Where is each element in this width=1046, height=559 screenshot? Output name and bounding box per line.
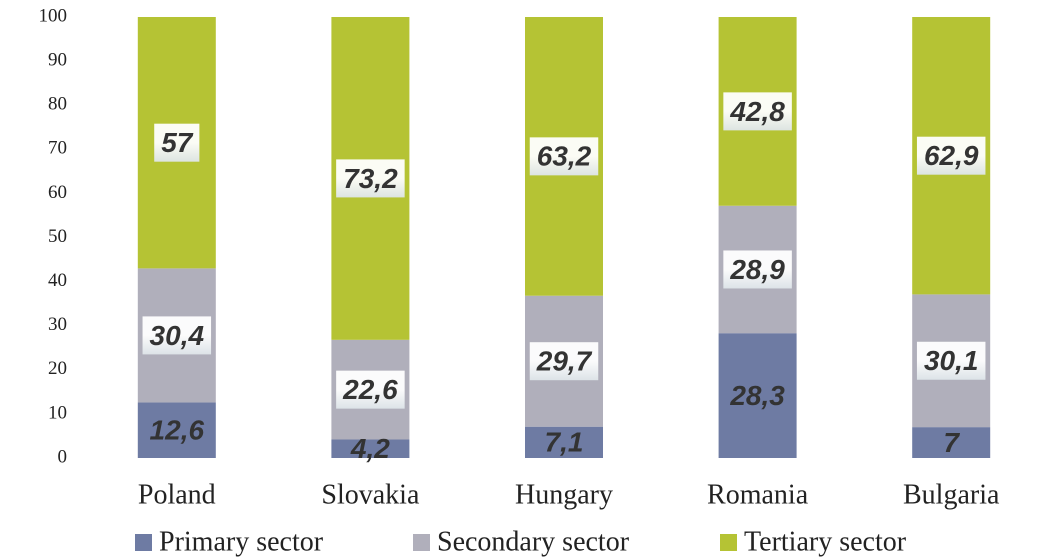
y-tick-label: 90 xyxy=(48,49,67,70)
x-tick-label: Bulgaria xyxy=(903,479,1000,510)
bar-segment xyxy=(525,426,603,458)
y-tick-label: 70 xyxy=(48,138,67,159)
data-label: 4,2 xyxy=(350,433,390,464)
data-label: 30,1 xyxy=(924,345,979,376)
y-tick-label: 20 xyxy=(48,358,67,379)
x-tick-label: Romania xyxy=(707,479,809,510)
data-label-box xyxy=(154,123,200,162)
data-label-box xyxy=(916,136,986,175)
x-tick-label: Slovakia xyxy=(321,479,420,510)
y-tick-label: 40 xyxy=(48,270,67,291)
y-tick-label: 30 xyxy=(48,314,67,335)
data-label: 62,9 xyxy=(924,140,979,171)
bar-segment xyxy=(331,439,410,458)
legend-label: Primary sector xyxy=(159,526,324,557)
y-tick-label: 10 xyxy=(48,402,67,423)
data-label-box xyxy=(336,159,405,198)
y-tick-label: 100 xyxy=(39,5,68,26)
y-tick-label: 60 xyxy=(48,182,67,203)
y-tick-label: 50 xyxy=(48,226,67,247)
data-label: 7,1 xyxy=(545,427,584,458)
legend-swatch xyxy=(413,534,430,551)
data-label: 73,2 xyxy=(343,163,398,194)
y-tick-label: 0 xyxy=(58,446,68,467)
legend-swatch xyxy=(720,534,737,551)
x-tick-label: Poland xyxy=(138,479,216,510)
data-label-box xyxy=(529,342,599,381)
y-tick-label: 80 xyxy=(48,94,67,115)
data-label: 63,2 xyxy=(537,141,592,172)
data-label: 30,4 xyxy=(150,320,205,351)
data-label: 22,6 xyxy=(342,374,398,405)
data-label: 12,6 xyxy=(150,415,205,446)
legend-swatch xyxy=(135,534,152,551)
legend-label: Tertiary sector xyxy=(744,526,907,557)
data-label: 28,3 xyxy=(729,380,785,411)
data-label-box xyxy=(916,341,986,380)
bar-segment xyxy=(137,402,216,458)
data-label-box xyxy=(723,250,792,289)
bar-segment xyxy=(912,427,991,458)
data-label-box xyxy=(529,137,599,176)
data-label: 42,8 xyxy=(729,96,785,127)
legend-label: Secondary sector xyxy=(437,526,630,557)
x-tick-label: Hungary xyxy=(515,479,613,510)
bar-segment xyxy=(718,333,797,458)
data-label-box xyxy=(723,92,792,131)
data-label: 28,9 xyxy=(729,254,785,285)
data-label: 7 xyxy=(943,427,960,458)
data-label: 57 xyxy=(161,127,194,158)
data-label: 29,7 xyxy=(536,346,593,377)
data-label-box xyxy=(142,316,212,355)
data-label-box xyxy=(336,370,405,409)
